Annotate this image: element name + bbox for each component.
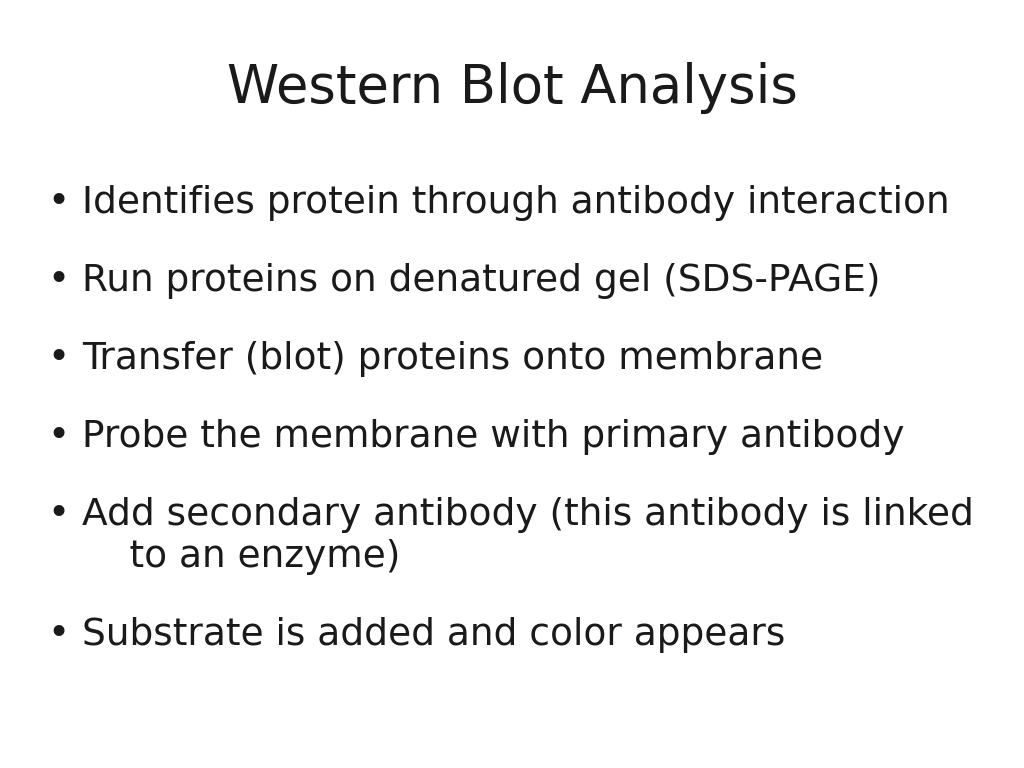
Text: Transfer (blot) proteins onto membrane: Transfer (blot) proteins onto membrane (82, 341, 823, 377)
Text: •: • (47, 497, 69, 533)
Text: Run proteins on denatured gel (SDS-PAGE): Run proteins on denatured gel (SDS-PAGE) (82, 263, 881, 299)
Text: Identifies protein through antibody interaction: Identifies protein through antibody inte… (82, 185, 949, 221)
Text: Add secondary antibody (this antibody is linked: Add secondary antibody (this antibody is… (82, 497, 974, 533)
Text: •: • (47, 185, 69, 221)
Text: Western Blot Analysis: Western Blot Analysis (226, 62, 798, 114)
Text: •: • (47, 617, 69, 653)
Text: Substrate is added and color appears: Substrate is added and color appears (82, 617, 785, 653)
Text: •: • (47, 263, 69, 299)
Text: to an enzyme): to an enzyme) (82, 539, 400, 575)
Text: •: • (47, 419, 69, 455)
Text: •: • (47, 341, 69, 377)
Text: Probe the membrane with primary antibody: Probe the membrane with primary antibody (82, 419, 904, 455)
